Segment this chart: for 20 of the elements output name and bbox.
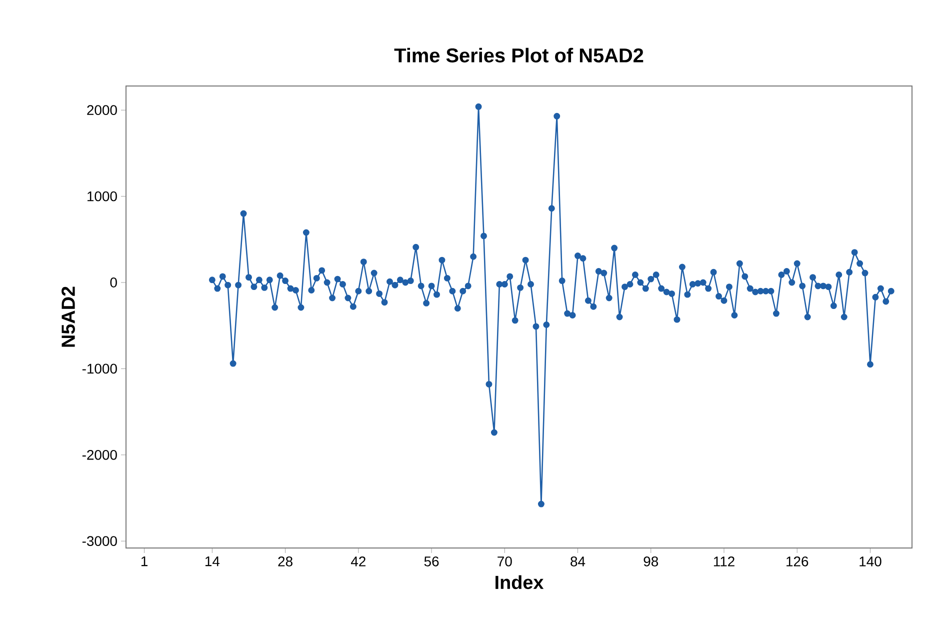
- y-tick-label: 2000: [87, 105, 117, 116]
- y-tick-label: 1000: [88, 191, 117, 202]
- y-axis-title: N5AD2: [62, 286, 75, 347]
- x-tick-label: 70: [498, 556, 512, 566]
- y-tick-label: -2000: [82, 450, 117, 460]
- x-tick-label: 126: [786, 556, 808, 566]
- y-tick-label: -1000: [82, 364, 117, 374]
- x-tick-label: 56: [424, 556, 439, 566]
- x-tick-label: 84: [570, 556, 586, 566]
- x-tick-label: 28: [278, 556, 292, 566]
- x-tick-label: 42: [350, 556, 366, 566]
- x-tick-label: 1: [141, 556, 148, 566]
- x-tick-label: 98: [644, 556, 658, 566]
- x-tick-label: 112: [714, 556, 734, 566]
- x-axis-title: Index: [496, 575, 544, 590]
- x-tick-label: 140: [860, 556, 882, 566]
- y-tick-label: 0: [110, 278, 117, 288]
- y-tick-label: -3000: [82, 536, 117, 546]
- x-tick-label: 14: [205, 556, 220, 566]
- chart-title: Time Series Plot of N5AD2: [394, 48, 644, 62]
